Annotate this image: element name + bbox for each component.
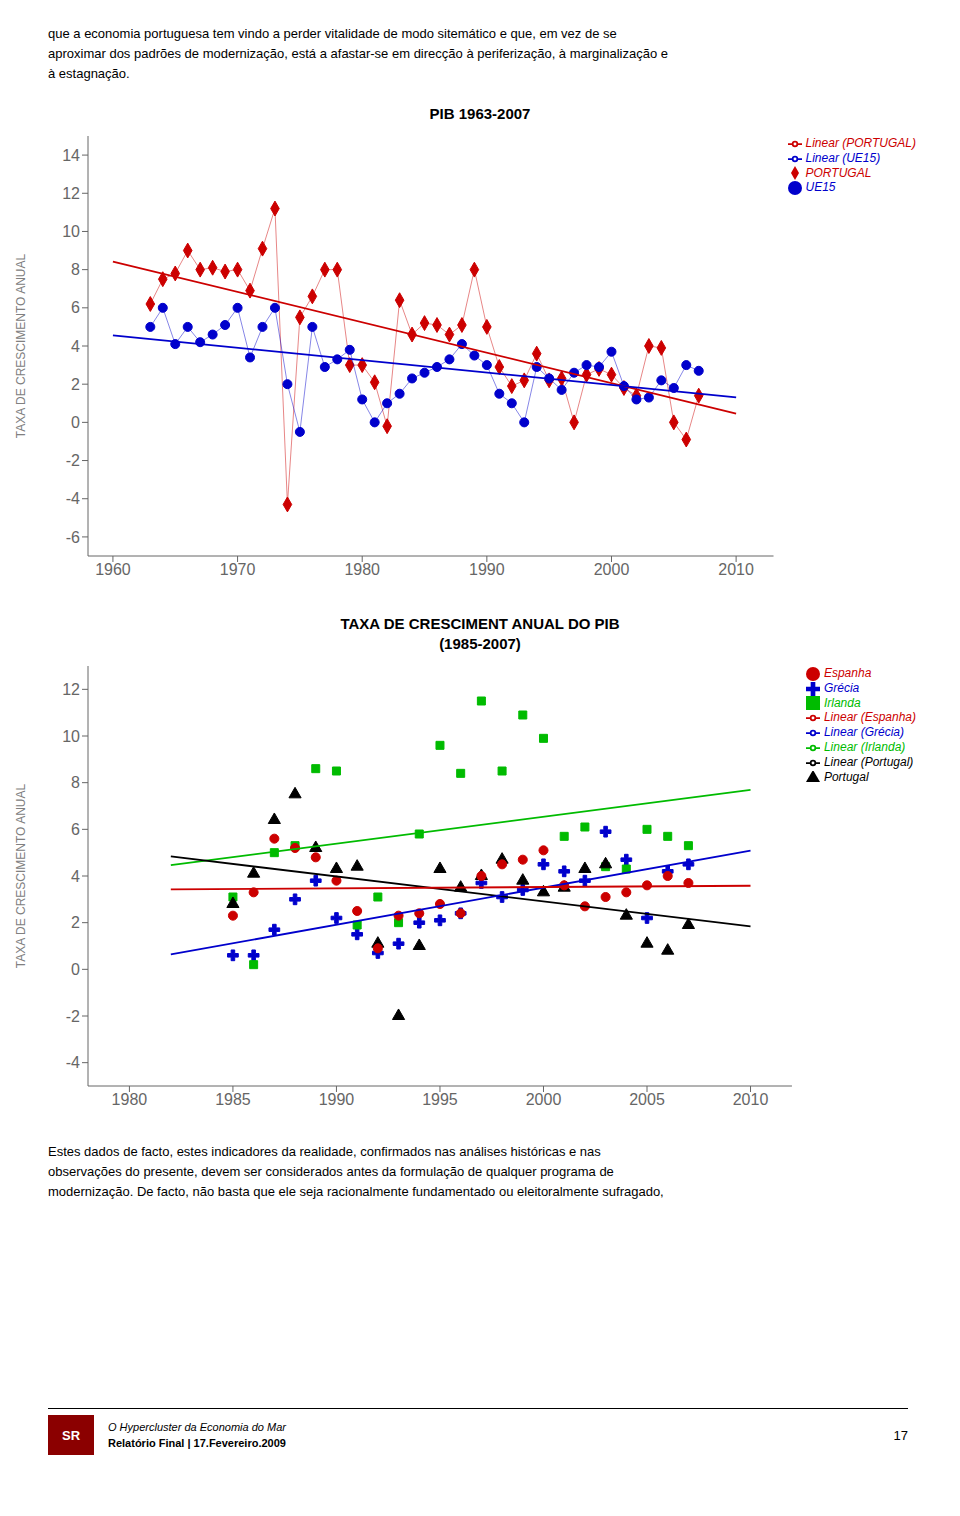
svg-text:2010: 2010 bbox=[733, 1091, 769, 1108]
svg-text:12: 12 bbox=[62, 681, 80, 698]
svg-text:2000: 2000 bbox=[526, 1091, 562, 1108]
html-text:TAXA DE CRESCIMENT ANUAL DO PI: TAXA DE CRESCIMENT ANUAL DO PIB bbox=[340, 615, 620, 632]
html-text:SR: SR bbox=[62, 1427, 80, 1443]
html-text:(1985-2007): (1985-2007) bbox=[439, 635, 521, 652]
svg-text:-4: -4 bbox=[66, 1054, 80, 1071]
svg-text:2005: 2005 bbox=[629, 1091, 665, 1108]
svg-text:4: 4 bbox=[71, 338, 80, 355]
svg-text:6: 6 bbox=[71, 299, 80, 316]
svg-text:1985: 1985 bbox=[215, 1091, 251, 1108]
svg-text:1990: 1990 bbox=[319, 1091, 355, 1108]
html-text:Portugal: Portugal bbox=[823, 769, 869, 784]
svg-text:10: 10 bbox=[62, 728, 80, 745]
svg-text:2010: 2010 bbox=[718, 561, 754, 578]
svg-text:8: 8 bbox=[71, 774, 80, 791]
html-text:observações do presente, devem: observações do presente, devem ser consi… bbox=[48, 1164, 614, 1179]
html-text:modernização. De facto, não ba: modernização. De facto, não basta que el… bbox=[48, 1184, 664, 1199]
html-text:Linear (Espanha): Linear (Espanha) bbox=[823, 710, 916, 725]
svg-text:1970: 1970 bbox=[220, 561, 256, 578]
html-text:Linear (Grécia): Linear (Grécia) bbox=[823, 725, 904, 740]
svg-text:1960: 1960 bbox=[95, 561, 131, 578]
html-text:UE15: UE15 bbox=[805, 180, 836, 195]
html-text:aproximar dos padrões de moder: aproximar dos padrões de modernização, e… bbox=[48, 46, 668, 61]
svg-text:1995: 1995 bbox=[422, 1091, 458, 1108]
svg-text:10: 10 bbox=[62, 223, 80, 240]
svg-text:12: 12 bbox=[62, 185, 80, 202]
svg-text:8: 8 bbox=[71, 261, 80, 278]
svg-text:2000: 2000 bbox=[594, 561, 630, 578]
svg-text:0: 0 bbox=[71, 961, 80, 978]
svg-text:-6: -6 bbox=[66, 529, 80, 546]
svg-text:-4: -4 bbox=[66, 490, 80, 507]
svg-text:1990: 1990 bbox=[469, 561, 505, 578]
html-text:Estes dados de facto, estes in: Estes dados de facto, estes indicadores … bbox=[48, 1144, 601, 1159]
svg-text:0: 0 bbox=[71, 414, 80, 431]
svg-text:6: 6 bbox=[71, 821, 80, 838]
svg-text:2: 2 bbox=[71, 914, 80, 931]
svg-text:14: 14 bbox=[62, 147, 80, 164]
html-text:17: 17 bbox=[893, 1427, 908, 1443]
svg-text:1980: 1980 bbox=[344, 561, 380, 578]
html-text:Relatório Final | 17.Fevereiro: Relatório Final | 17.Fevereiro.2009 bbox=[108, 1437, 286, 1449]
html-text:Linear (UE15): Linear (UE15) bbox=[805, 150, 881, 165]
html-text:Irlanda: Irlanda bbox=[823, 695, 861, 710]
html-text:que a economia portuguesa tem: que a economia portuguesa tem vindo a pe… bbox=[48, 26, 617, 41]
html-text:Espanha: Espanha bbox=[823, 666, 872, 680]
svg-text:-2: -2 bbox=[66, 1008, 80, 1025]
svg-text:TAXA DE CRESCIMENTO ANUAL: TAXA DE CRESCIMENTO ANUAL bbox=[14, 784, 28, 969]
html-text:O Hypercluster da Economia do: O Hypercluster da Economia do Mar bbox=[108, 1421, 286, 1433]
html-text:PORTUGAL: PORTUGAL bbox=[805, 165, 872, 180]
html-text:à estagnação.: à estagnação. bbox=[48, 66, 130, 81]
svg-text:4: 4 bbox=[71, 868, 80, 885]
html-text:Linear (Irlanda): Linear (Irlanda) bbox=[823, 740, 906, 755]
svg-text:1980: 1980 bbox=[112, 1091, 148, 1108]
svg-text:2: 2 bbox=[71, 376, 80, 393]
html-text:Grécia: Grécia bbox=[823, 680, 860, 695]
svg-text:TAXA DE CRESCIMENTO ANUAL: TAXA DE CRESCIMENTO ANUAL bbox=[14, 254, 28, 439]
html-text:Linear (Portugal): Linear (Portugal) bbox=[823, 755, 914, 769]
html-text:PIB 1963-2007: PIB 1963-2007 bbox=[429, 105, 531, 122]
svg-text:-2: -2 bbox=[66, 452, 80, 469]
html-text:Linear (PORTUGAL): Linear (PORTUGAL) bbox=[805, 136, 916, 150]
